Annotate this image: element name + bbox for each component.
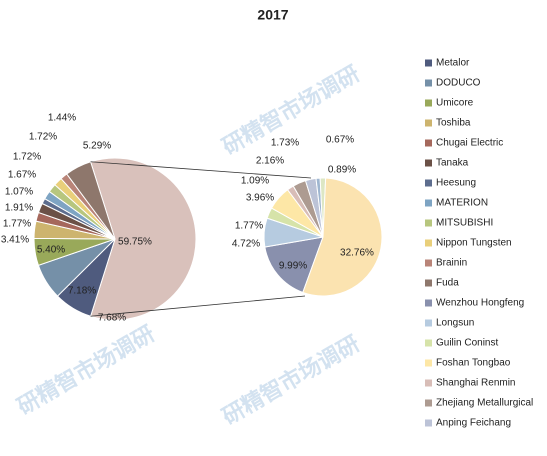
data-label: 1.67% [8,170,36,181]
data-label: 3.41% [1,235,29,246]
pie-slice [66,161,116,240]
data-label: 59.75% [118,237,152,248]
legend-label: Shanghai Renmin [436,378,516,389]
legend-label: Nippon Tungsten [436,238,512,249]
data-label: 1.44% [48,113,76,124]
data-label: 3.96% [246,193,274,204]
legend-swatch [425,179,432,187]
legend-swatch [425,339,432,347]
legend-label: DODUCO [436,78,481,89]
legend-swatch [425,259,432,267]
data-label: 4.72% [232,239,260,250]
data-label: 0.89% [328,165,356,176]
legend-label: Longsun [436,318,474,329]
legend-label: MITSUBISHI [436,218,493,229]
legend-swatch [425,139,432,147]
legend-swatch [425,199,432,207]
data-label: 7.18% [68,286,96,297]
legend-label: Umicore [436,98,474,109]
data-label: 32.76% [340,248,374,259]
legend-swatch [425,99,432,107]
pie-slice [264,236,324,294]
watermark: 研精智市场调研 [13,321,159,420]
legend-label: Tanaka [436,158,469,169]
legend-swatch [425,59,432,67]
legend-swatch [425,239,432,247]
pie-slice [89,157,197,321]
legend-label: Metalor [436,58,470,69]
data-label: 1.77% [235,221,263,232]
legend-label: Wenzhou Hongfeng [436,298,524,309]
legend-label: Brainin [436,258,467,269]
legend-swatch [425,279,432,287]
data-label: 1.72% [13,152,41,163]
data-label: 1.07% [5,187,33,198]
legend-label: Zhejiang Metallurgical [436,398,533,409]
watermark: 研精智市场调研 [218,331,364,430]
data-label: 2.16% [256,156,284,167]
data-label: 7.68% [98,313,126,324]
legend-label: Foshan Tongbao [436,358,511,369]
legend-swatch [425,219,432,227]
chart-title: 2017 [257,7,288,23]
connector-line [90,161,312,179]
legend-swatch [425,119,432,127]
legend-label: MATERION [436,198,488,209]
legend-label: Fuda [436,278,459,289]
data-label: 9.99% [279,261,307,272]
legend-swatch [425,359,432,367]
legend-swatch [425,319,432,327]
legend-label: Guilin Coninst [436,338,498,349]
legend-swatch [425,159,432,167]
data-label: 5.29% [83,141,111,152]
legend-swatch [425,379,432,387]
data-label: 1.77% [3,219,31,230]
connector-line [90,295,306,317]
data-label: 1.09% [241,176,269,187]
legend-label: Chugai Electric [436,138,503,149]
legend-label: Anping Feichang [436,418,511,429]
data-label: 5.40% [37,245,65,256]
data-label: 1.91% [5,203,33,214]
data-label: 0.67% [326,135,354,146]
data-label: 1.73% [271,138,299,149]
legend-swatch [425,79,432,87]
legend-swatch [425,299,432,307]
pie-slice [302,177,383,297]
legend-label: Heesung [436,178,476,189]
legend-label: Toshiba [436,118,471,129]
data-label: 1.72% [29,132,57,143]
legend-swatch [425,399,432,407]
legend-swatch [425,419,432,427]
